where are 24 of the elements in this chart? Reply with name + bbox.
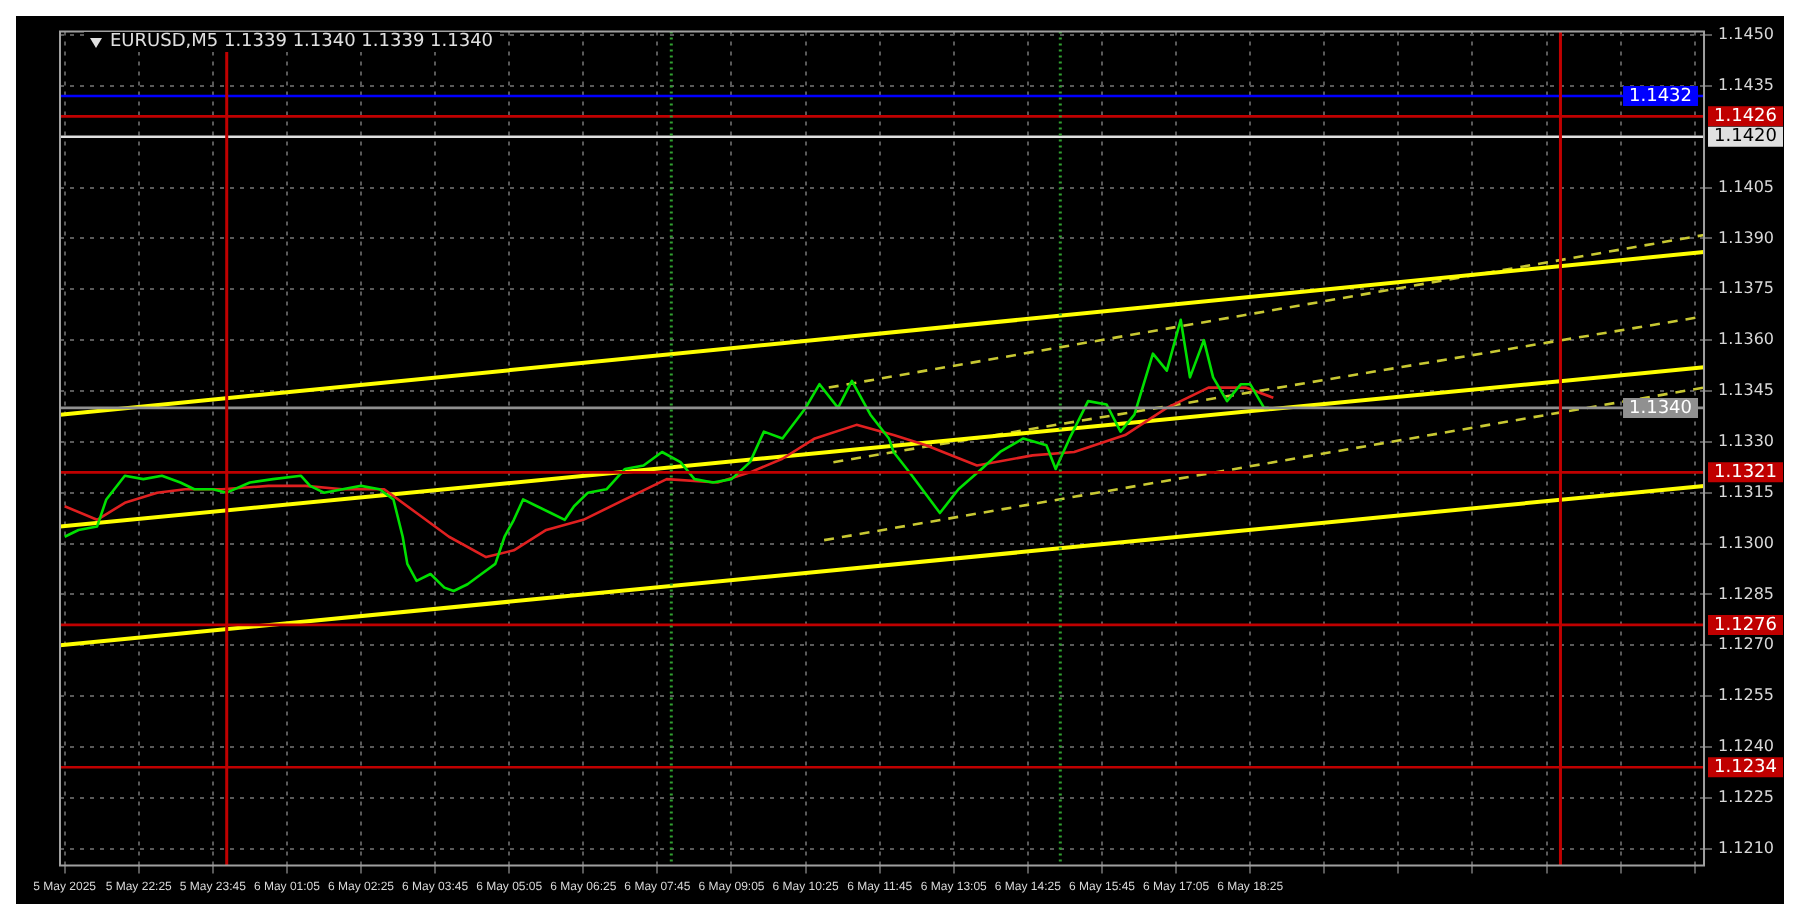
y-tick-label: 1.1225 <box>1718 787 1775 806</box>
y-tick-label: 1.1330 <box>1718 431 1775 450</box>
ref-line-label: 1.1420 <box>1714 127 1778 148</box>
y-tick-label: 1.1270 <box>1718 635 1775 654</box>
y-tick-label: 1.1255 <box>1718 686 1775 705</box>
y-tick-label: 1.1375 <box>1718 279 1775 298</box>
y-tick-label: 1.1300 <box>1718 533 1775 552</box>
y-tick-label: 1.1315 <box>1718 482 1775 501</box>
y-tick-label: 1.1345 <box>1718 381 1775 400</box>
chart-title: EURUSD,M5 1.1339 1.1340 1.1339 1.1340 <box>110 32 494 52</box>
ref-line-label: 1.1340 <box>1629 398 1693 419</box>
ref-line-label: 1.1276 <box>1714 615 1778 636</box>
ref-line-label: 1.1432 <box>1629 86 1693 107</box>
y-tick-label: 1.1435 <box>1718 76 1775 94</box>
y-tick-label: 1.1390 <box>1718 228 1775 247</box>
y-tick-label: 1.1405 <box>1718 177 1775 196</box>
ref-line-label: 1.1234 <box>1714 757 1778 778</box>
y-tick-label: 1.1360 <box>1718 330 1775 349</box>
y-tick-label: 1.1450 <box>1718 25 1775 44</box>
ref-line-label: 1.1426 <box>1714 107 1778 128</box>
ref-line-label: 1.1321 <box>1714 463 1778 484</box>
y-tick-label: 1.1240 <box>1718 737 1775 756</box>
y-tick-label: 1.1285 <box>1718 584 1775 603</box>
y-tick-label: 1.1210 <box>1718 838 1775 857</box>
